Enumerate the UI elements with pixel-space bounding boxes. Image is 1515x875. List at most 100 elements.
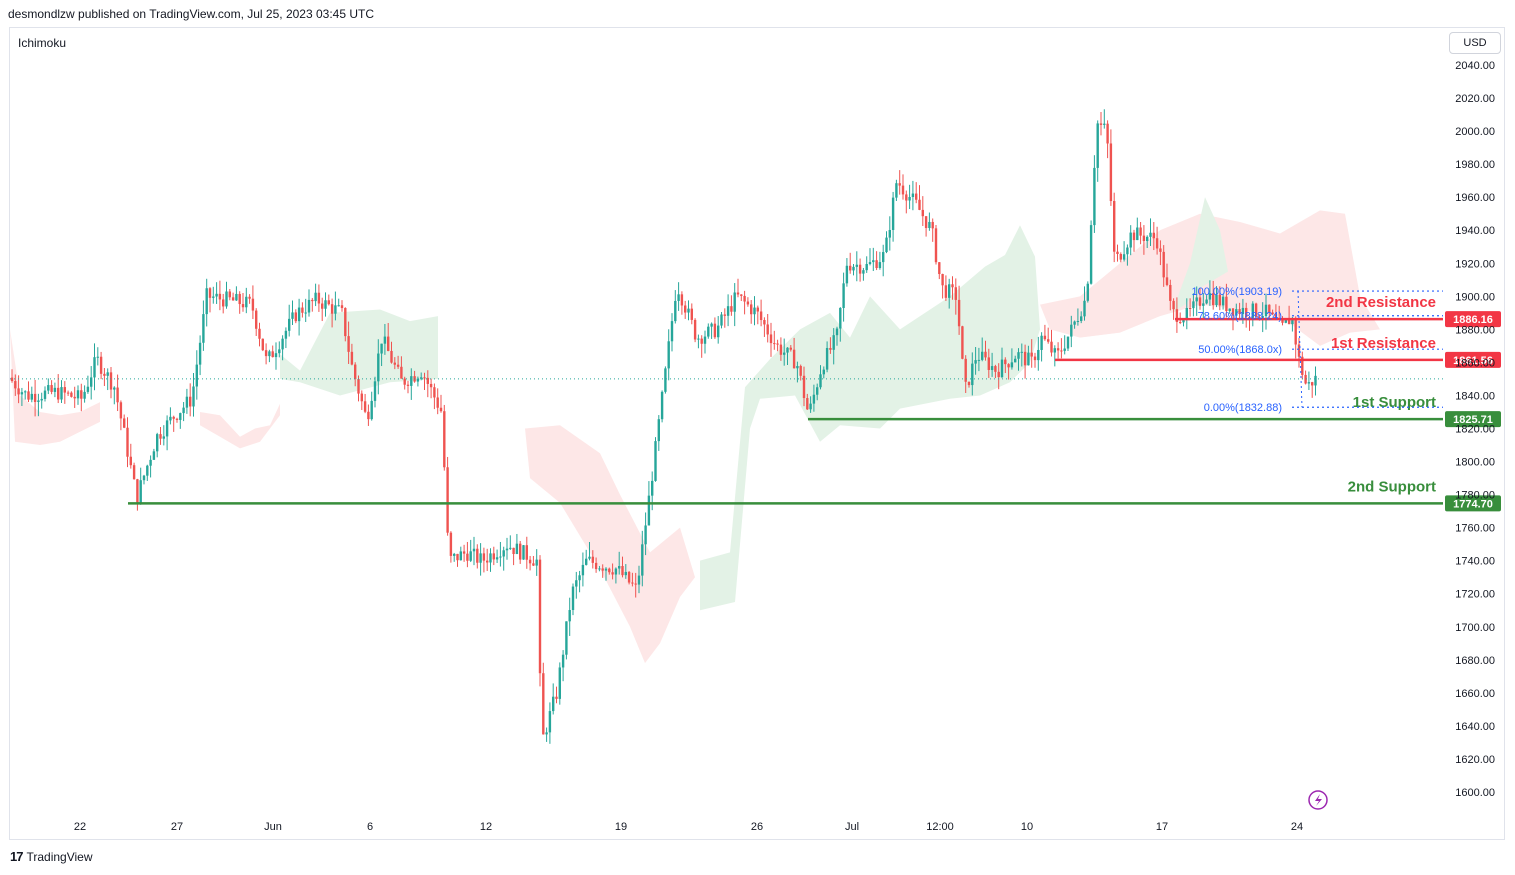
candle-body [1146, 236, 1149, 242]
candle-body [436, 397, 439, 408]
indicator-label[interactable]: Ichimoku [18, 36, 67, 50]
candle-body [314, 292, 317, 302]
y-tick-label: 1780.00 [1455, 490, 1495, 502]
candle-body [357, 379, 360, 394]
candle-body [786, 347, 789, 353]
cloud-bull-area [280, 309, 438, 396]
candle-body [486, 560, 489, 563]
candle-body [601, 568, 604, 571]
candle-body [882, 252, 885, 263]
x-tick-label: 27 [171, 821, 183, 833]
candle-body [142, 475, 146, 481]
misc [1308, 790, 1328, 810]
candle-body [915, 193, 918, 200]
candle-body [24, 391, 27, 393]
candle-body [674, 300, 677, 322]
candle-body [301, 307, 304, 313]
candle-body [878, 262, 882, 269]
candle-body [14, 381, 17, 389]
candle-body [462, 551, 466, 554]
candle-body [740, 294, 743, 296]
candle-body [1010, 362, 1014, 368]
candle-body [1228, 308, 1231, 312]
x-tick-label: Jul [845, 821, 859, 833]
candle-body [1050, 341, 1053, 353]
candle-body [212, 296, 215, 298]
candle-body [1060, 350, 1063, 352]
candle-body [192, 386, 195, 407]
candle-body [1205, 299, 1208, 304]
candle-body [60, 387, 63, 400]
candle-body [189, 396, 192, 407]
candle-body [469, 551, 472, 561]
candle-body [1175, 309, 1179, 322]
candle-body [1195, 297, 1198, 302]
candle-body [849, 265, 852, 271]
candle-body [449, 532, 453, 556]
candle-body [255, 310, 258, 329]
candle-body [710, 323, 713, 327]
candle-body [604, 568, 608, 571]
candle-body [971, 363, 974, 386]
candle-body [888, 229, 891, 238]
candle-body [667, 341, 670, 369]
candle-body [258, 328, 261, 339]
candle-body [340, 305, 344, 309]
candle-body [819, 374, 822, 388]
currency-selector[interactable]: USD [1449, 32, 1501, 54]
candle-body [218, 293, 222, 300]
level-label: 1st Resistance [1331, 335, 1436, 352]
candle-body [198, 342, 202, 365]
candle-body [938, 262, 941, 275]
candle-body [624, 571, 627, 576]
candle-body [816, 387, 819, 395]
candle-body [380, 343, 383, 354]
y-tick-label: 1640.00 [1455, 721, 1495, 733]
candle-body [119, 402, 123, 419]
candle-body [453, 553, 456, 556]
candle-body [43, 390, 47, 399]
fib-label: 78.60%(1888.24) [1198, 311, 1282, 323]
x-tick-label: 6 [367, 821, 373, 833]
candle-body [476, 548, 479, 563]
candle-body [416, 378, 420, 382]
candle-body [324, 300, 327, 309]
candle-body [670, 321, 674, 342]
fib-label: 0.00%(1832.88) [1204, 402, 1282, 414]
candle-body [271, 351, 274, 358]
candle-body [1149, 232, 1152, 237]
candle-body [195, 364, 198, 387]
candle-body [1047, 339, 1050, 342]
candle-body [1093, 167, 1096, 226]
candle-body [222, 299, 225, 307]
candle-body [317, 292, 321, 304]
candle-body [294, 312, 297, 322]
candle-body [568, 610, 571, 622]
y-tick-label: 1800.00 [1455, 457, 1495, 469]
price-tag [1445, 351, 1501, 368]
candle-body [1070, 324, 1073, 337]
candle-body [957, 299, 961, 327]
candle-body [799, 365, 802, 376]
candle-body [967, 381, 971, 386]
candle-body [743, 295, 746, 302]
candle-body [1238, 309, 1241, 315]
x-tick-label: 19 [615, 821, 627, 833]
y-tick-label: 1860.00 [1455, 357, 1495, 369]
candle-body [773, 343, 776, 345]
candle-body [703, 336, 707, 344]
candle-body [1311, 382, 1314, 386]
candle-body [954, 287, 957, 300]
candle-body [93, 357, 96, 378]
candle-body [918, 199, 921, 210]
candle-body [1139, 227, 1142, 236]
candle-body [1159, 248, 1162, 252]
candle-body [1198, 297, 1202, 306]
candle-body [941, 274, 944, 286]
candle-body [406, 384, 410, 386]
tradingview-logo[interactable]: 17 TradingView [10, 849, 93, 864]
candle-body [202, 314, 205, 343]
candle-body [165, 420, 169, 437]
candle-body [245, 296, 248, 308]
